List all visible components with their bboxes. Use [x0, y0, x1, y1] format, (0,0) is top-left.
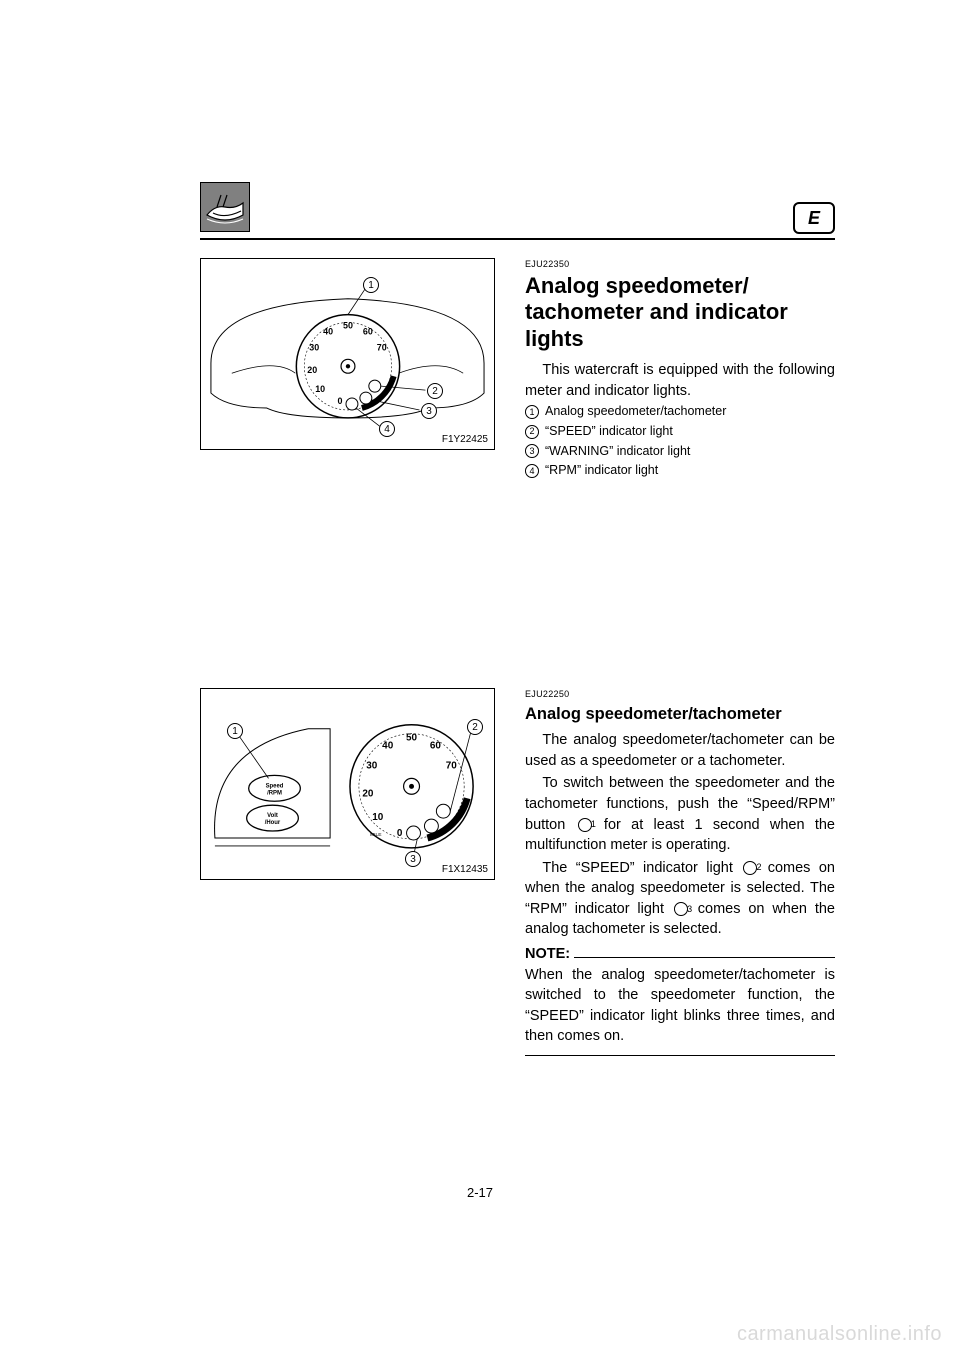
figure-1-drawing: 50 40 60 30 70 20 10 0 — [201, 259, 494, 450]
legend-num: 2 — [525, 425, 539, 439]
svg-text:10: 10 — [315, 384, 325, 394]
section-2-p3: The “SPEED” indicator light 2 comes on w… — [525, 858, 835, 940]
note-end-rule — [525, 1055, 835, 1056]
svg-text:20: 20 — [362, 788, 374, 799]
watercraft-icon — [203, 185, 247, 229]
watermark: carmanualsonline.info — [737, 1323, 942, 1346]
figure-2-callout-3: 3 — [405, 851, 421, 867]
legend-text: “WARNING” indicator light — [545, 443, 690, 461]
figure-2: Speed /RPM Volt /Hour 50 40 60 30 70 20 … — [200, 688, 495, 880]
svg-text:Volt: Volt — [267, 813, 278, 819]
section-2-title: Analog speedometer/tachometer — [525, 703, 835, 726]
manual-page: E 50 40 60 30 70 20 10 0 — [0, 0, 960, 1358]
note-label: NOTE: — [525, 944, 570, 965]
legend-line: 1 Analog speedometer/tachometer — [525, 403, 835, 421]
svg-text:/Hour: /Hour — [265, 820, 281, 826]
figure-1-label: F1Y22425 — [442, 434, 488, 445]
svg-text:50: 50 — [343, 321, 353, 331]
figure-1-callout-2: 2 — [427, 383, 443, 399]
section-1-text: EJU22350 Analog speedometer/ tachometer … — [525, 258, 835, 480]
figure-1-callout-1: 1 — [363, 277, 379, 293]
svg-text:30: 30 — [309, 342, 319, 352]
note-body: When the analog speedometer/tachometer i… — [525, 965, 835, 1047]
section-2-doc-id: EJU22250 — [525, 688, 835, 701]
ref-circle: 2 — [743, 861, 757, 875]
svg-text:10: 10 — [372, 812, 384, 823]
svg-text:30: 30 — [366, 760, 378, 771]
section-1-intro: This watercraft is equipped with the fol… — [525, 360, 835, 401]
legend-text: “RPM” indicator light — [545, 462, 658, 480]
section-2-p1: The analog speedometer/tachometer can be… — [525, 730, 835, 771]
svg-text:40: 40 — [382, 741, 394, 752]
svg-text:70: 70 — [446, 760, 458, 771]
svg-text:50: 50 — [406, 733, 418, 744]
figure-1-callout-4: 4 — [379, 421, 395, 437]
svg-text:60: 60 — [430, 741, 442, 752]
ref-circle: 1 — [578, 818, 592, 832]
svg-text:/RPM: /RPM — [267, 790, 282, 796]
figure-2-callout-2: 2 — [467, 719, 483, 735]
section-2-p2: To switch between the speedometer and th… — [525, 773, 835, 855]
legend-text: “SPEED” indicator light — [545, 423, 673, 441]
figure-2-drawing: Speed /RPM Volt /Hour 50 40 60 30 70 20 … — [201, 689, 494, 880]
legend-line: 4 “RPM” indicator light — [525, 462, 835, 480]
section-2: Speed /RPM Volt /Hour 50 40 60 30 70 20 … — [200, 688, 835, 1056]
figure-1-callout-3: 3 — [421, 403, 437, 419]
legend-line: 3 “WARNING” indicator light — [525, 443, 835, 461]
legend-num: 3 — [525, 444, 539, 458]
ref-circle: 3 — [674, 902, 688, 916]
watercraft-chapter-icon — [200, 182, 250, 232]
page-number: 2-17 — [0, 1185, 960, 1200]
figure-1: 50 40 60 30 70 20 10 0 1 2 — [200, 258, 495, 450]
svg-text:70: 70 — [377, 342, 387, 352]
section-1-doc-id: EJU22350 — [525, 258, 835, 271]
figure-2-label: F1X12435 — [442, 864, 488, 875]
svg-text:20: 20 — [307, 365, 317, 375]
section-1-title: Analog speedometer/ tachometer and indic… — [525, 273, 835, 352]
section-2-text: EJU22250 Analog speedometer/tachometer T… — [525, 688, 835, 1056]
svg-text:0: 0 — [338, 396, 343, 406]
figure-2-callout-1: 1 — [227, 723, 243, 739]
legend-num: 4 — [525, 464, 539, 478]
header-rule — [200, 238, 835, 240]
language-badge: E — [793, 202, 835, 234]
svg-text:MILE: MILE — [370, 832, 382, 838]
note-rule — [574, 957, 835, 958]
legend-num: 1 — [525, 405, 539, 419]
svg-text:0: 0 — [397, 828, 403, 839]
legend-text: Analog speedometer/tachometer — [545, 403, 726, 421]
header-row — [200, 182, 835, 232]
svg-text:Speed: Speed — [266, 783, 284, 789]
legend-line: 2 “SPEED” indicator light — [525, 423, 835, 441]
p3-part-a: The “SPEED” indicator light — [542, 860, 741, 876]
svg-text:60: 60 — [363, 326, 373, 336]
svg-text:40: 40 — [323, 326, 333, 336]
section-1: 50 40 60 30 70 20 10 0 1 2 — [200, 258, 835, 480]
note-heading-row: NOTE: — [525, 944, 835, 965]
